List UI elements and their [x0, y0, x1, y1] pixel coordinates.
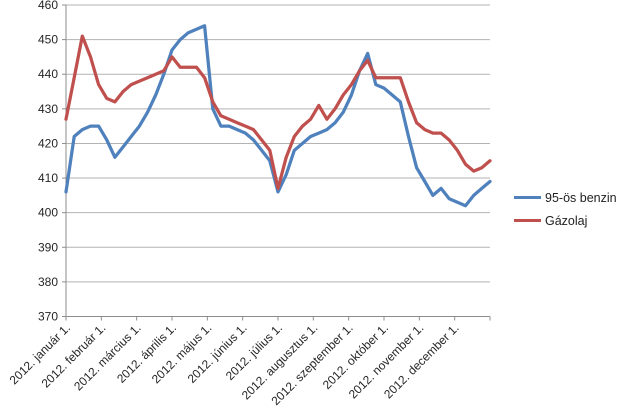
y-tick-label: 400: [38, 206, 58, 220]
chart-legend: 95-ös benzin Gázolaj: [514, 186, 617, 232]
y-tick-label: 370: [38, 310, 58, 324]
legend-item-benzin[interactable]: 95-ös benzin: [514, 186, 617, 209]
y-tick-label: 380: [38, 275, 58, 289]
legend-swatch-benzin-line: [514, 196, 541, 199]
y-tick-label: 450: [38, 33, 58, 47]
y-tick-label: 390: [38, 240, 58, 254]
y-tick-label: 460: [38, 0, 58, 12]
y-tick-label: 430: [38, 102, 58, 116]
legend-swatch-gazolaj-line: [514, 219, 541, 222]
y-tick-label: 440: [38, 67, 58, 81]
series-line-benzin[interactable]: [64, 24, 492, 208]
y-tick-label: 410: [38, 171, 58, 185]
y-tick-label: 420: [38, 136, 58, 150]
series-line-gazolaj[interactable]: [64, 34, 492, 191]
legend-item-gazolaj[interactable]: Gázolaj: [514, 209, 617, 232]
x-tick-label: 2012. január 1.: [7, 321, 74, 388]
legend-label-benzin: 95-ös benzin: [545, 190, 617, 205]
legend-label-gazolaj: Gázolaj: [545, 213, 588, 228]
